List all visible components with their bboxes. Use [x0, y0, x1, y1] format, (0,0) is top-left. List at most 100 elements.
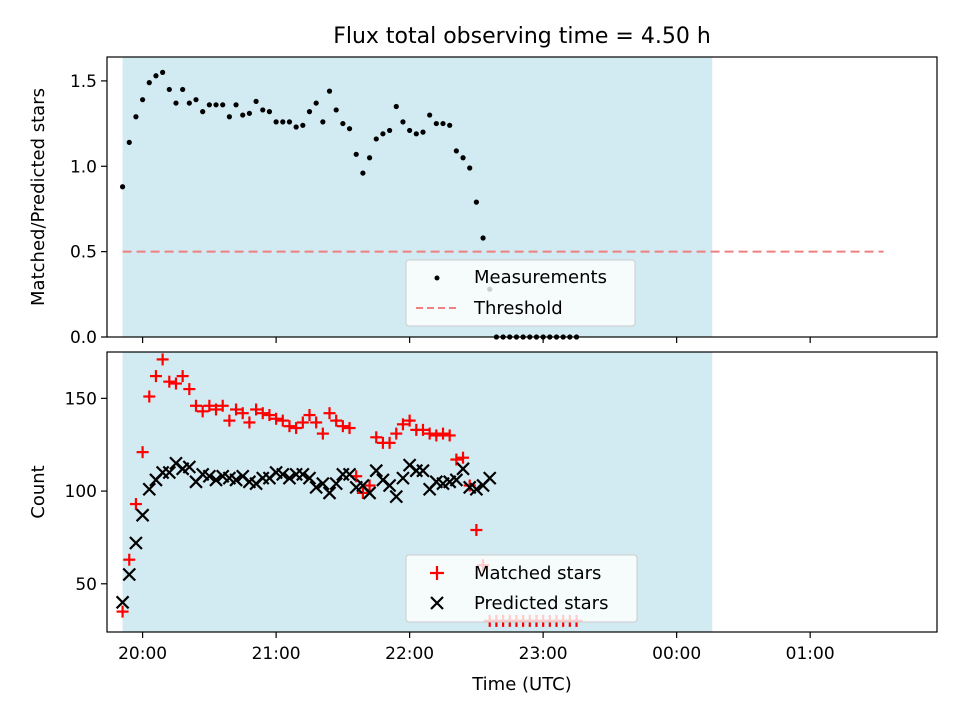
predicted-star-point — [322, 486, 337, 500]
legend-measurements-label: Measurements — [474, 267, 607, 288]
measurement-point — [273, 119, 279, 125]
legend-matched-marker — [430, 566, 444, 580]
matched-star-point — [437, 427, 450, 440]
matched-star-point — [356, 486, 369, 499]
predicted-star-point — [129, 536, 143, 550]
count-y-tick-label: 50 — [75, 575, 97, 595]
count-legend-box — [405, 554, 638, 623]
measurement-point — [346, 126, 353, 132]
x-tick-label: 21:00 — [252, 644, 301, 664]
measurement-point — [440, 120, 446, 127]
measurement-point — [200, 109, 206, 115]
measurement-point — [480, 235, 486, 241]
ratio-y-axis-label: Matched/Predicted stars — [28, 88, 49, 306]
matched-star-point — [310, 416, 323, 429]
measurement-point — [460, 155, 466, 161]
measurement-point — [146, 80, 152, 86]
measurement-point — [153, 73, 159, 79]
measurement-point — [246, 110, 253, 116]
x-tick-label: 00:00 — [652, 644, 701, 664]
predicted-star-point — [182, 460, 197, 474]
matched-star-point — [169, 377, 182, 390]
measurement-point — [206, 102, 212, 108]
legend-predicted-marker — [430, 596, 444, 610]
measurement-point — [326, 88, 333, 94]
measurement-point — [420, 129, 426, 135]
matched-star-point — [296, 416, 309, 429]
x-tick-label: 22:00 — [385, 644, 434, 664]
matched-star-point — [196, 405, 209, 418]
predicted-star-point — [202, 469, 217, 484]
matched-star-point — [270, 412, 283, 425]
matched-star-point — [216, 399, 229, 412]
legend-threshold-label: Threshold — [473, 298, 563, 319]
matched-star-point — [129, 498, 142, 511]
matched-star-point — [336, 420, 349, 433]
measurement-point — [119, 184, 126, 190]
legend-matched-label: Matched stars — [474, 563, 601, 584]
predicted-star-point — [282, 471, 297, 485]
predicted-star-point — [389, 489, 404, 504]
x-axis-label: Time (UTC) — [471, 674, 572, 695]
measurement-point — [226, 114, 232, 120]
predicted-star-point — [309, 480, 323, 495]
predicted-star-point — [115, 595, 130, 610]
matched-star-point — [183, 383, 196, 396]
measurement-point — [467, 165, 473, 171]
legend-predicted-label: Predicted stars — [474, 593, 608, 614]
matched-star-point — [156, 353, 169, 366]
measurement-point — [453, 148, 459, 154]
matched-star-point — [396, 418, 409, 431]
matched-star-point — [430, 429, 443, 442]
measurement-point — [427, 112, 433, 118]
measurement-point — [447, 122, 453, 128]
measurement-point — [266, 109, 273, 115]
measurement-point — [360, 170, 366, 176]
measurement-point — [340, 120, 346, 127]
matched-star-point — [203, 399, 216, 412]
measurement-point — [160, 69, 166, 75]
predicted-star-point — [342, 467, 357, 482]
matched-star-point — [123, 553, 136, 566]
predicted-star-point — [416, 463, 430, 478]
predicted-star-point — [329, 476, 343, 491]
measurements-series — [119, 69, 580, 340]
chart-title: Flux total observing time = 4.50 h — [333, 24, 711, 49]
matched-star-point — [330, 414, 343, 427]
measurement-point — [240, 112, 246, 118]
ratio-legend-box — [405, 259, 636, 327]
measurement-point — [220, 102, 226, 108]
ratio-y-tick-label: 0.5 — [70, 243, 97, 263]
predicted-star-point — [296, 467, 310, 482]
predicted-star-point — [396, 471, 410, 485]
measurement-point — [380, 131, 386, 137]
measurement-point — [313, 100, 319, 106]
matched-star-point — [390, 427, 403, 440]
matched-star-point — [263, 409, 276, 422]
measurement-point — [407, 127, 413, 134]
predicted-star-point — [302, 471, 317, 485]
measurement-point — [280, 119, 286, 125]
count-y-tick-label: 100 — [65, 482, 97, 502]
matched-star-point — [250, 403, 263, 416]
matched-star-point — [236, 407, 249, 420]
matched-star-point — [276, 414, 289, 427]
measurement-point — [133, 114, 139, 120]
matched-star-point — [383, 436, 396, 449]
predicted-stars-series — [115, 456, 497, 610]
matched-star-point — [283, 420, 296, 433]
matched-star-point — [230, 403, 243, 416]
matched-star-point — [149, 370, 162, 383]
measurement-point — [320, 119, 326, 125]
x-tick-label: 01:00 — [786, 644, 835, 664]
measurement-point — [333, 107, 339, 113]
measurement-point — [166, 86, 172, 93]
measurement-point — [140, 97, 146, 103]
predicted-star-point — [209, 473, 223, 487]
predicted-star-point — [142, 482, 157, 496]
matched-star-point — [210, 403, 223, 416]
predicted-star-point — [456, 462, 470, 476]
ratio-legend: Measurements Threshold — [405, 259, 636, 327]
measurement-point — [393, 103, 399, 110]
predicted-star-point — [162, 465, 177, 480]
